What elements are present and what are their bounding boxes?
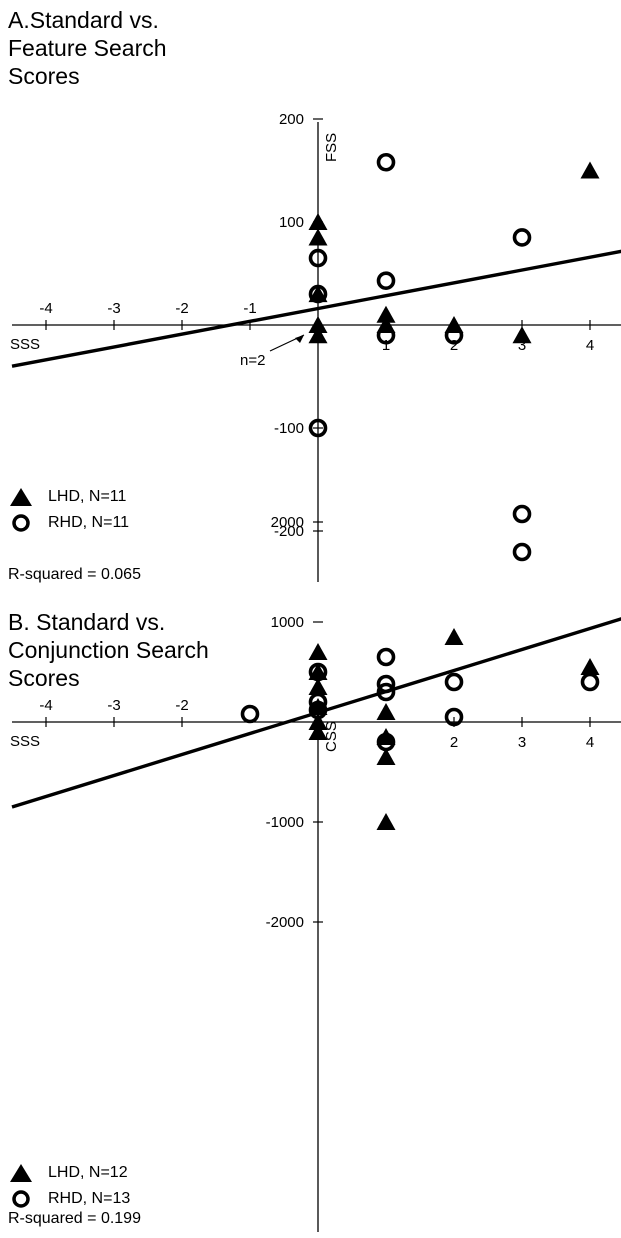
x-tick-label: 4 xyxy=(586,734,594,751)
x-tick-label: 1 xyxy=(382,337,390,354)
y-tick-label: -200 xyxy=(274,523,304,540)
x-tick-label: -3 xyxy=(107,300,120,317)
lhd-triangle-point xyxy=(580,161,600,179)
annotation-arrow-head xyxy=(295,335,304,343)
legend-b-lhd: LHD, N=12 xyxy=(8,1160,130,1186)
y-tick-label: -2000 xyxy=(266,914,304,931)
chart-title-b-line-2: Conjunction Search xyxy=(8,637,209,663)
x-tick-label: 2 xyxy=(450,337,458,354)
lhd-triangle-point xyxy=(376,305,396,323)
rhd-circle-point xyxy=(308,418,328,438)
lhd-triangle-point xyxy=(376,748,396,765)
x-tick-label: 2 xyxy=(450,734,458,751)
legend-b-lhd-label: LHD, N=12 xyxy=(48,1164,128,1181)
rhd-circle-point xyxy=(240,704,260,724)
rhd-circle-point xyxy=(376,271,396,291)
lhd-triangle-point xyxy=(376,728,396,745)
x-tick-label: -2 xyxy=(175,300,188,317)
legend-b-rhd-label: RHD, N=13 xyxy=(48,1190,131,1207)
scatter-plot-a: -4 -3 -2 -1 1 2 3 4 200 100 -100 -200 SSS FSS n=2 xyxy=(10,111,621,582)
y-axis-label: CSS xyxy=(323,721,340,752)
chart-title-a: A.Standard vs. Feature Search Scores xyxy=(8,6,167,90)
legend-a-rhd: RHD, N=11 xyxy=(8,510,129,536)
rhd-circle-point xyxy=(376,682,396,702)
chart-title-a-line-3: Scores xyxy=(8,63,80,89)
circle-marker-icon xyxy=(12,514,30,532)
y-tick-label: 1000 xyxy=(271,614,304,631)
triangle-marker-icon xyxy=(10,1164,32,1182)
lhd-triangle-point xyxy=(308,698,328,715)
lhd-triangle-point xyxy=(308,228,328,246)
y-tick-label: 100 xyxy=(279,214,304,231)
regression-line xyxy=(11,249,621,368)
legend-a-rhd-label: RHD, N=11 xyxy=(48,514,130,531)
triangle-marker-icon xyxy=(10,488,32,506)
lhd-triangle-point xyxy=(308,213,328,230)
chart-title-b-line-1: B. Standard vs. xyxy=(8,609,166,635)
x-tick-label: 3 xyxy=(518,734,526,751)
rhd-circle-point xyxy=(308,692,328,712)
x-axis-label: SSS xyxy=(10,733,40,750)
x-tick-label: 4 xyxy=(586,337,594,354)
annotation-label: n=2 xyxy=(240,352,265,369)
r-squared-a: R-squared = 0.065 xyxy=(8,566,141,583)
x-tick-label: -4 xyxy=(39,697,52,714)
rhd-circle-point xyxy=(308,662,328,682)
rhd-circle-point xyxy=(444,707,464,727)
rhd-circle-point xyxy=(376,732,396,752)
circle-marker-icon xyxy=(12,1190,30,1208)
lhd-triangle-point xyxy=(308,713,328,730)
rhd-circle-point xyxy=(376,152,396,172)
rhd-circle-point xyxy=(308,284,328,304)
y-tick-label: 200 xyxy=(279,111,304,128)
y-tick-label: 2000 xyxy=(271,514,304,531)
y-tick-label: -100 xyxy=(274,420,304,437)
rhd-circle-point xyxy=(376,325,396,345)
lhd-triangle-point xyxy=(376,703,396,720)
lhd-triangle-point xyxy=(308,678,328,695)
legend-b: LHD, N=12 RHD, N=13 xyxy=(8,1160,130,1212)
chart-panel-a: A.Standard vs. Feature Search Scores -4-… xyxy=(0,0,621,600)
lhd-triangle-point xyxy=(376,813,396,830)
lhd-triangle-point xyxy=(308,326,328,344)
lhd-triangle-point xyxy=(444,628,464,645)
rhd-circle-point xyxy=(376,674,396,694)
y-axis-label: FSS xyxy=(323,133,340,162)
scatter-plot-b: -4 -3 -2 2 3 4 2000 1000 -1000 -2000 SSS CSS xyxy=(10,504,621,1232)
rhd-circle-point xyxy=(512,542,532,562)
chart-title-a-line-1: A.Standard vs. xyxy=(8,7,159,33)
legend-a-lhd: LHD, N=11 xyxy=(8,484,129,510)
chart-panel-b: B. Standard vs. Conjunction Search Score… xyxy=(0,504,621,1238)
legend-a-lhd-label: LHD, N=11 xyxy=(48,488,127,505)
rhd-circle-point xyxy=(308,248,328,268)
lhd-triangle-point xyxy=(580,658,600,675)
rhd-circle-point xyxy=(444,672,464,692)
x-tick-label: -4 xyxy=(39,300,52,317)
rhd-circle-point xyxy=(376,647,396,667)
x-tick-label: -2 xyxy=(175,697,188,714)
rhd-circle-point xyxy=(580,672,600,692)
x-tick-label: -3 xyxy=(107,697,120,714)
lhd-triangle-point xyxy=(308,723,328,740)
y-tick-label: -1000 xyxy=(266,814,304,831)
lhd-triangle-point xyxy=(308,316,328,333)
lhd-triangle-point xyxy=(512,326,532,344)
rhd-circle-point xyxy=(512,504,532,524)
legend-a: LHD, N=11 RHD, N=11 xyxy=(8,484,129,536)
r-squared-b: R-squared = 0.199 xyxy=(8,1210,141,1227)
chart-title-b: B. Standard vs. Conjunction Search Score… xyxy=(8,608,209,692)
x-tick-label: -1 xyxy=(243,300,256,317)
x-tick-label: 3 xyxy=(518,337,526,354)
rhd-circle-point xyxy=(308,700,328,720)
rhd-circle-point xyxy=(444,325,464,345)
x-axis-label: SSS xyxy=(10,336,40,353)
chart-title-b-line-3: Scores xyxy=(8,665,80,691)
rhd-circle-point xyxy=(512,228,532,247)
legend-b-rhd: RHD, N=13 xyxy=(8,1186,130,1212)
lhd-triangle-point xyxy=(308,643,328,660)
chart-title-a-line-2: Feature Search xyxy=(8,35,167,61)
